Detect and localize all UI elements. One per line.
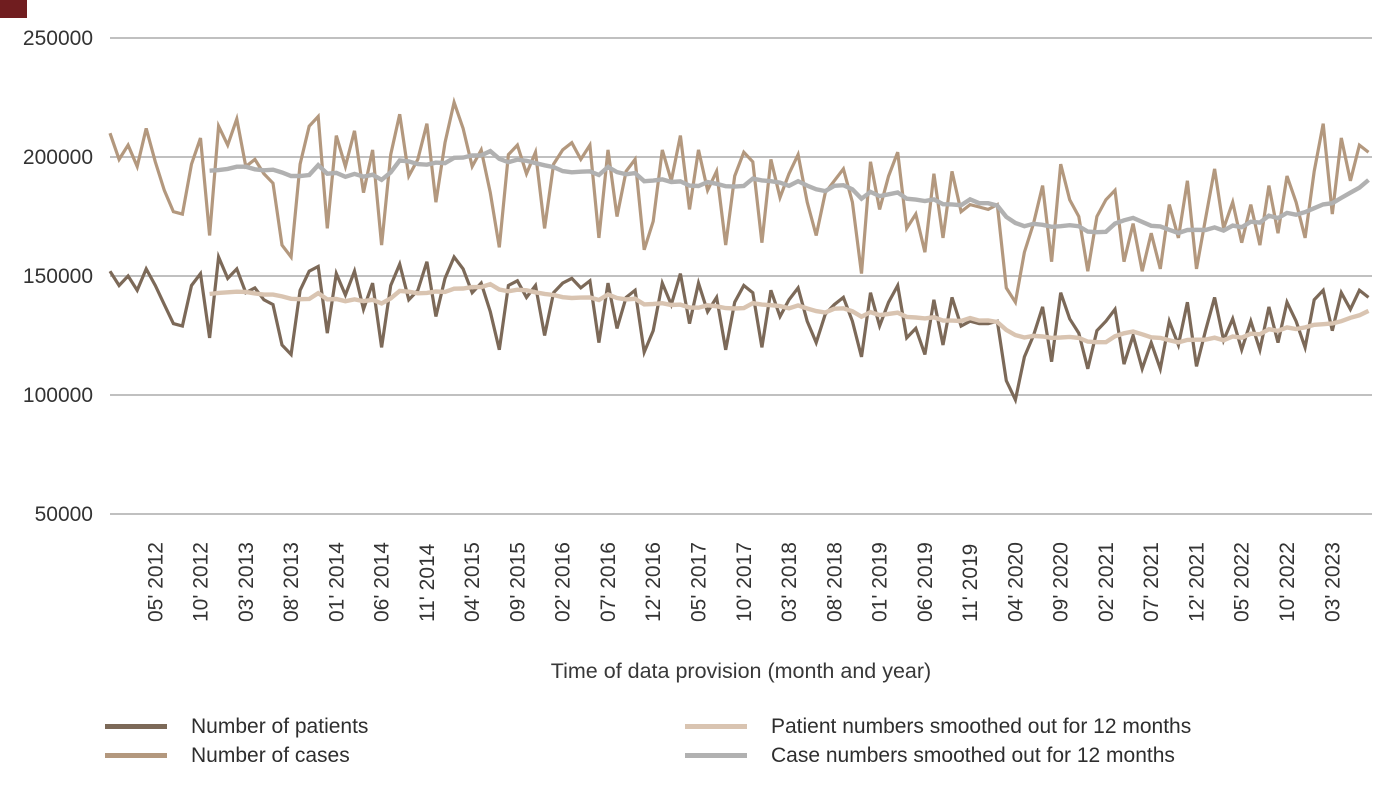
legend-item-cases_smoothed: Case numbers smoothed out for 12 months	[685, 741, 1191, 770]
x-axis-tick-label: 02' 2021	[1095, 542, 1118, 622]
legend-item-patients: Number of patients	[105, 712, 368, 741]
x-axis-tick-label: 12' 2021	[1186, 542, 1209, 622]
legend-column-right: Patient numbers smoothed out for 12 mont…	[685, 712, 1191, 770]
legend-swatch-patients_smoothed	[685, 724, 747, 729]
x-axis-tick-label: 08' 2013	[280, 542, 303, 622]
gridlines-group	[110, 37, 1372, 515]
y-axis-tick-label: 100000	[23, 384, 93, 407]
x-axis-tick-label: 06' 2014	[371, 542, 394, 622]
x-axis-labels-group: 05' 2012 10' 2012 03' 2013 08' 2013 01' 2014…	[144, 542, 1344, 622]
y-axis-tick-label: 150000	[23, 265, 93, 288]
x-axis-tick-label: 09' 2020	[1050, 542, 1073, 622]
x-axis-tick-label: 08' 2018	[823, 542, 846, 622]
legend-swatch-cases_smoothed	[685, 753, 747, 758]
legend-item-cases: Number of cases	[105, 741, 368, 770]
x-axis-tick-label: 04' 2015	[461, 542, 484, 622]
x-axis-tick-label: 11' 2019	[959, 544, 982, 622]
series-line-cases_smoothed	[209, 148, 1370, 236]
chart-canvas: 250000 200000 150000 100000 50000 05' 2012 10…	[23, 27, 1372, 683]
x-axis-tick-label: 10' 2017	[733, 542, 756, 622]
x-axis-tick-label: 06' 2019	[914, 542, 937, 622]
legend-column-left: Number of patients Number of cases	[105, 712, 368, 770]
x-axis-tick-label: 10' 2012	[190, 542, 213, 622]
x-axis-tick-label: 01' 2014	[325, 542, 348, 622]
x-axis-tick-label: 11' 2014	[416, 543, 439, 622]
x-axis-tick-label: 03' 2018	[778, 542, 801, 622]
x-axis-tick-label: 03' 2013	[235, 542, 258, 622]
x-axis-tick-label: 04' 2020	[1004, 542, 1027, 622]
series-line-patients	[108, 250, 1370, 405]
x-axis-tick-label: 02' 2016	[552, 542, 575, 622]
x-axis-title: Time of data provision (month and year)	[551, 659, 931, 683]
legend-swatch-patients	[105, 724, 167, 729]
x-axis-tick-label: 10' 2022	[1276, 542, 1299, 622]
legend-label-patients: Number of patients	[191, 714, 369, 738]
legend-item-patients_smoothed: Patient numbers smoothed out for 12 mont…	[685, 712, 1191, 741]
y-axis-labels-group: 250000 200000 150000 100000 50000	[23, 27, 93, 526]
y-axis-tick-label: 200000	[23, 146, 93, 169]
y-axis-tick-label: 50000	[35, 503, 93, 526]
series-line-patients_smoothed	[209, 281, 1370, 345]
x-axis-tick-label: 05' 2012	[144, 542, 167, 622]
legend-label-cases: Number of cases	[191, 743, 350, 767]
series-lines-group	[108, 96, 1370, 405]
x-axis-tick-label: 07' 2016	[597, 542, 620, 622]
legend-label-patients_smoothed: Patient numbers smoothed out for 12 mont…	[771, 714, 1192, 738]
x-axis-tick-label: 12' 2016	[642, 542, 665, 622]
x-axis-tick-label: 05' 2017	[688, 542, 711, 622]
series-line-cases	[108, 96, 1370, 307]
corner-marker	[0, 0, 27, 18]
legend-swatch-cases	[105, 753, 167, 758]
x-axis-tick-label: 01' 2019	[869, 542, 892, 622]
legend-label-cases_smoothed: Case numbers smoothed out for 12 months	[771, 743, 1175, 767]
x-axis-tick-label: 07' 2021	[1140, 542, 1163, 622]
x-axis-tick-label: 03' 2023	[1321, 542, 1344, 622]
x-axis-tick-label: 05' 2022	[1231, 542, 1254, 622]
x-axis-tick-label: 09' 2015	[506, 542, 529, 622]
y-axis-tick-label: 250000	[23, 27, 93, 50]
